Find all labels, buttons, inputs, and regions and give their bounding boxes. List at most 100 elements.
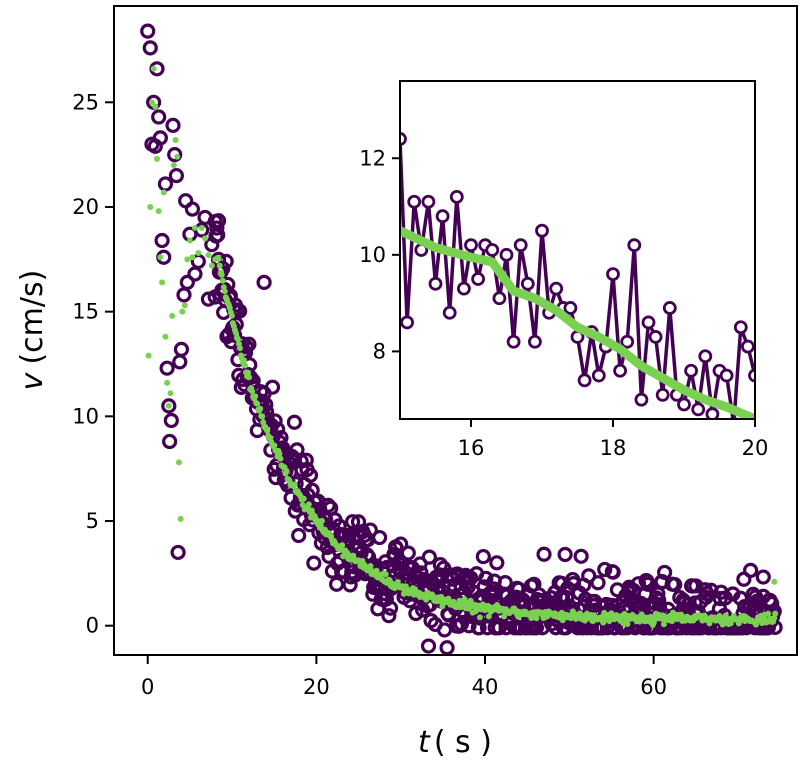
raw-data-point (755, 569, 771, 585)
smoothed-data-point (219, 277, 226, 284)
smoothed-data-point (254, 400, 261, 407)
smoothed-data-point (276, 450, 283, 457)
smoothed-data-point (195, 250, 202, 257)
raw-data-point (264, 379, 281, 395)
smoothed-data-point (228, 312, 235, 319)
raw-data-point (667, 576, 683, 593)
y-tick-label: 10 (72, 404, 99, 428)
raw-data-point (548, 620, 564, 636)
smoothed-data-point (174, 153, 181, 160)
raw-data-point (173, 341, 190, 357)
raw-data-point (302, 467, 319, 483)
smoothed-data-point (162, 333, 169, 340)
inset-raw-point (506, 334, 521, 349)
raw-data-point (400, 545, 416, 561)
smoothed-data-point (147, 203, 154, 210)
raw-data-point (291, 527, 307, 544)
smoothed-data-point (198, 224, 205, 231)
raw-data-point (475, 548, 491, 565)
smoothed-data-point (241, 357, 248, 364)
smoothed-data-point (221, 288, 228, 295)
smoothed-data-point (771, 578, 778, 585)
inset-raw-point (520, 276, 535, 291)
inset-x-tick-label: 20 (742, 436, 769, 460)
inset-raw-point (684, 363, 698, 378)
inset-plot-marks (400, 132, 755, 419)
inset-x-tick-label: 18 (600, 436, 627, 460)
smoothed-data-point (150, 65, 157, 72)
x-axis-symbol: t (418, 725, 431, 760)
inset-raw-point (719, 368, 734, 383)
inset-raw-point (535, 223, 549, 238)
smoothed-data-point (305, 501, 312, 508)
smoothed-data-point (154, 155, 161, 162)
smoothed-data-point (208, 262, 215, 269)
raw-data-point (651, 592, 667, 608)
smoothed-data-point (172, 136, 179, 143)
x-axis-label: t( s ) (418, 725, 492, 760)
raw-data-point (703, 582, 719, 598)
inset-raw-point (691, 402, 706, 417)
smoothed-data-point (242, 362, 249, 369)
y-tick-label: 0 (86, 614, 99, 638)
raw-data-point (165, 117, 181, 133)
raw-data-point (210, 213, 227, 229)
inset-raw-point (641, 315, 656, 330)
smoothed-data-point (216, 262, 223, 269)
raw-data-point (382, 600, 399, 616)
inset-raw-point (449, 189, 464, 204)
x-tick-label: 40 (472, 675, 499, 699)
raw-data-point (605, 564, 621, 580)
raw-data-point (393, 536, 409, 552)
inset-y-tick-label: 12 (359, 146, 386, 170)
raw-data-point (170, 544, 186, 561)
inset-raw-point (748, 368, 755, 383)
raw-data-point (167, 147, 183, 163)
raw-data-point (478, 570, 494, 586)
inset-raw-point (634, 392, 649, 407)
inset-raw-point (620, 334, 635, 349)
inset-raw-point (442, 305, 457, 320)
raw-data-point (286, 414, 303, 430)
raw-data-point (528, 620, 545, 636)
raw-data-point (630, 576, 647, 592)
smoothed-data-point (300, 495, 307, 502)
x-tick-label: 60 (640, 675, 667, 699)
raw-data-point (421, 549, 437, 565)
smoothed-data-point (155, 208, 162, 215)
smoothed-data-point (382, 571, 389, 578)
inset-raw-point (499, 247, 514, 262)
smoothed-data-point (236, 345, 243, 352)
main-plot-marks (140, 23, 783, 655)
inset-raw-point (428, 276, 443, 291)
inset-raw-point (577, 373, 592, 388)
smoothed-data-point (271, 442, 278, 449)
y-tick-label: 5 (86, 509, 99, 533)
inset-raw-point (464, 238, 478, 253)
raw-data-point (161, 398, 177, 414)
smoothed-data-point (205, 252, 212, 259)
inset-raw-point (492, 291, 507, 306)
raw-data-point (209, 220, 225, 236)
smoothed-data-point (179, 308, 186, 315)
raw-data-point (140, 23, 156, 39)
smoothed-data-point (260, 419, 267, 426)
smoothed-data-point (202, 235, 209, 242)
smoothed-data-point (252, 393, 259, 400)
smoothed-data-point (533, 615, 540, 622)
smoothed-data-point (624, 620, 631, 627)
raw-data-point (168, 167, 184, 184)
x-tick-label: 0 (141, 675, 154, 699)
smoothed-data-point (367, 563, 374, 570)
raw-data-point (743, 562, 759, 578)
inset-raw-point (563, 301, 578, 315)
raw-data-point (256, 274, 272, 290)
smoothed-data-point (283, 467, 290, 474)
smoothed-data-point (259, 413, 266, 420)
inset-raw-point (606, 267, 620, 282)
smoothed-data-point (264, 427, 271, 434)
inset-raw-point (733, 320, 748, 335)
raw-data-point (581, 568, 597, 584)
raw-data-point (559, 589, 575, 606)
